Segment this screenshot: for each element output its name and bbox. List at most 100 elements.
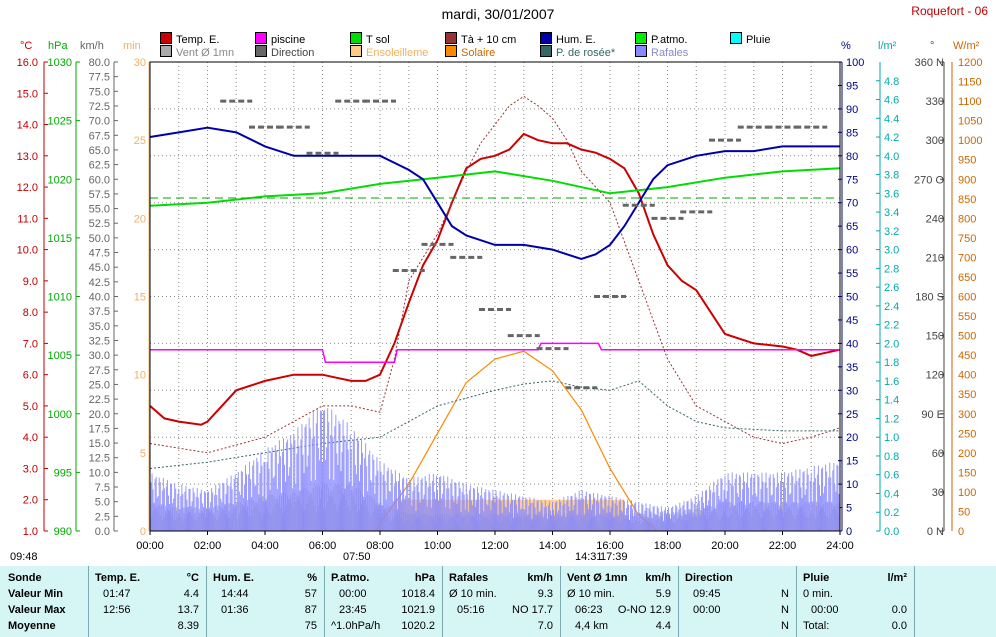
legend-swatch	[540, 45, 552, 57]
rain-axis-tick-label: 3.6	[884, 188, 899, 200]
legend-solaire: Solaire	[445, 45, 495, 59]
temp-axis-tick-label: 10.0	[17, 245, 38, 257]
time-tick-label: 20:00	[711, 540, 739, 552]
temp-avg-value: 8.39	[177, 620, 199, 632]
hum-axis-tick-label: 35	[846, 362, 858, 374]
press-axis-tick-label: 990	[54, 526, 72, 538]
gust-header: Rafales	[449, 572, 489, 584]
series-t-sol	[149, 167, 841, 207]
rain-axis-tick-label: 0.4	[884, 488, 899, 500]
rain-axis-tick-label: 0.2	[884, 507, 899, 519]
solar-axis-tick-label: 1050	[958, 116, 982, 128]
legend-label: Tà + 10 cm	[461, 34, 517, 46]
wind-distance: 4,4 km	[575, 620, 609, 632]
legend-label: T sol	[366, 34, 390, 46]
dir-axis-tick-label: 30	[932, 487, 944, 499]
legend-tsol: T sol	[350, 32, 390, 46]
unit-wind: km/h	[80, 40, 104, 52]
dir-axis-tick-label: 60	[932, 448, 944, 460]
dir-axis-tick-label: 330	[926, 96, 944, 108]
legend-label: Rafales	[651, 47, 689, 59]
wind-axis-tick-label: 70.0	[89, 116, 110, 128]
wind-axis-tick-label: 0.0	[95, 526, 110, 538]
wind-axis-tick-label: 22.5	[89, 394, 110, 406]
legend-swatch	[445, 32, 457, 44]
unit-temp: °C	[20, 40, 33, 52]
wind-min-value: 5.9	[655, 588, 671, 600]
stats-col-gust: Rafales km/h Ø 10 min. 9.3 05:16 NO 17.7…	[442, 566, 561, 637]
wind-axis-tick-label: 37.5	[89, 306, 110, 318]
solar-axis-tick-label: 100	[958, 487, 976, 499]
plot-frame	[149, 61, 841, 532]
dir-axis-tick-label: 360 N	[915, 57, 944, 69]
gust-min-time: Ø 10 min.	[449, 588, 497, 600]
wind-axis-tick-label: 40.0	[89, 292, 110, 304]
legend-swatch	[160, 45, 172, 57]
hum-axis-tick-label: 85	[846, 127, 858, 139]
rain-axis-tick-label: 2.2	[884, 320, 899, 332]
solar-axis-tick-label: 1200	[958, 57, 982, 69]
sun-axis-tick-label: 25	[134, 135, 146, 147]
press-axis-tick-label: 1015	[48, 233, 72, 245]
dir-min-value: N	[781, 588, 789, 600]
hum-axis-tick-label: 30	[846, 385, 858, 397]
hum-min-time: 14:44	[221, 588, 249, 600]
stats-panel: Sonde Valeur Min Valeur Max Moyenne Temp…	[0, 566, 996, 637]
dir-axis-tick-label: 0 N	[927, 526, 944, 538]
hum-axis-tick-label: 40	[846, 338, 858, 350]
legend-swatch	[540, 32, 552, 44]
solar-axis-tick-label: 1100	[958, 96, 982, 108]
solar-axis-tick-label: 350	[958, 389, 976, 401]
stats-col-dir: Direction 09:45 N 00:00 N N	[678, 566, 797, 637]
unit-solar: W/m²	[953, 40, 980, 52]
time-marker-label: 07:50	[343, 551, 371, 563]
press-trend: ^1.0hPa/h	[331, 620, 381, 632]
wind-axis-tick-label: 77.5	[89, 72, 110, 84]
temp-axis-tick-label: 9.0	[23, 276, 38, 288]
hum-axis-tick-label: 50	[846, 292, 858, 304]
solar-axis-tick-label: 400	[958, 370, 976, 382]
row-label-max: Valeur Max	[8, 604, 66, 616]
temp-axis-tick-label: 13.0	[17, 151, 38, 163]
solar-axis-tick-label: 750	[958, 233, 976, 245]
wind-axis-tick-label: 42.5	[89, 277, 110, 289]
solar-axis-tick-label: 550	[958, 311, 976, 323]
legend-swatch	[730, 32, 742, 44]
gust-min-value: 9.3	[537, 588, 553, 600]
press-avg-value: 1020.2	[401, 620, 435, 632]
wind-axis-tick-label: 72.5	[89, 101, 110, 113]
rain-total-value: 0.0	[891, 620, 907, 632]
rain-axis-tick-label: 0.0	[884, 526, 899, 538]
hum-axis-tick-label: 60	[846, 245, 858, 257]
time-tick-label: 02:00	[194, 540, 222, 552]
solar-axis-tick-label: 300	[958, 409, 976, 421]
rain-axis-tick-label: 3.0	[884, 245, 899, 257]
rain-axis-tick-label: 3.8	[884, 170, 899, 182]
row-label-min: Valeur Min	[8, 588, 64, 600]
temp-axis-tick-label: 7.0	[23, 338, 38, 350]
gust-avg-value: 7.0	[537, 620, 553, 632]
press-axis-tick-label: 995	[54, 467, 72, 479]
legend-label: piscine	[271, 34, 306, 46]
hum-max-time: 01:36	[221, 604, 249, 616]
press-header: P.atmo.	[331, 572, 370, 584]
rain-axis-tick-label: 3.2	[884, 226, 899, 238]
time-tick-label: 00:00	[136, 540, 164, 552]
unit-rain: l/m²	[878, 40, 897, 52]
press-max-value: 1021.9	[401, 604, 435, 616]
time-tick-label: 16:00	[596, 540, 624, 552]
series-t-10-cm	[149, 95, 841, 454]
press-axis-tick-label: 1010	[48, 292, 72, 304]
rain-axis-tick-label: 0.8	[884, 451, 899, 463]
rain-axis-tick-label: 2.6	[884, 282, 899, 294]
series-piscine	[150, 342, 840, 363]
rain-axis-tick-label: 2.4	[884, 301, 899, 313]
legend-swatch	[445, 45, 457, 57]
series-temp-e-	[149, 132, 841, 426]
solar-axis-tick-label: 150	[958, 467, 976, 479]
hum-axis-tick-label: 100	[846, 57, 864, 69]
time-marker-label: 17:39	[600, 551, 628, 563]
unit-press: hPa	[48, 40, 68, 52]
press-min-value: 1018.4	[401, 588, 435, 600]
wind-axis-tick-label: 50.0	[89, 233, 110, 245]
